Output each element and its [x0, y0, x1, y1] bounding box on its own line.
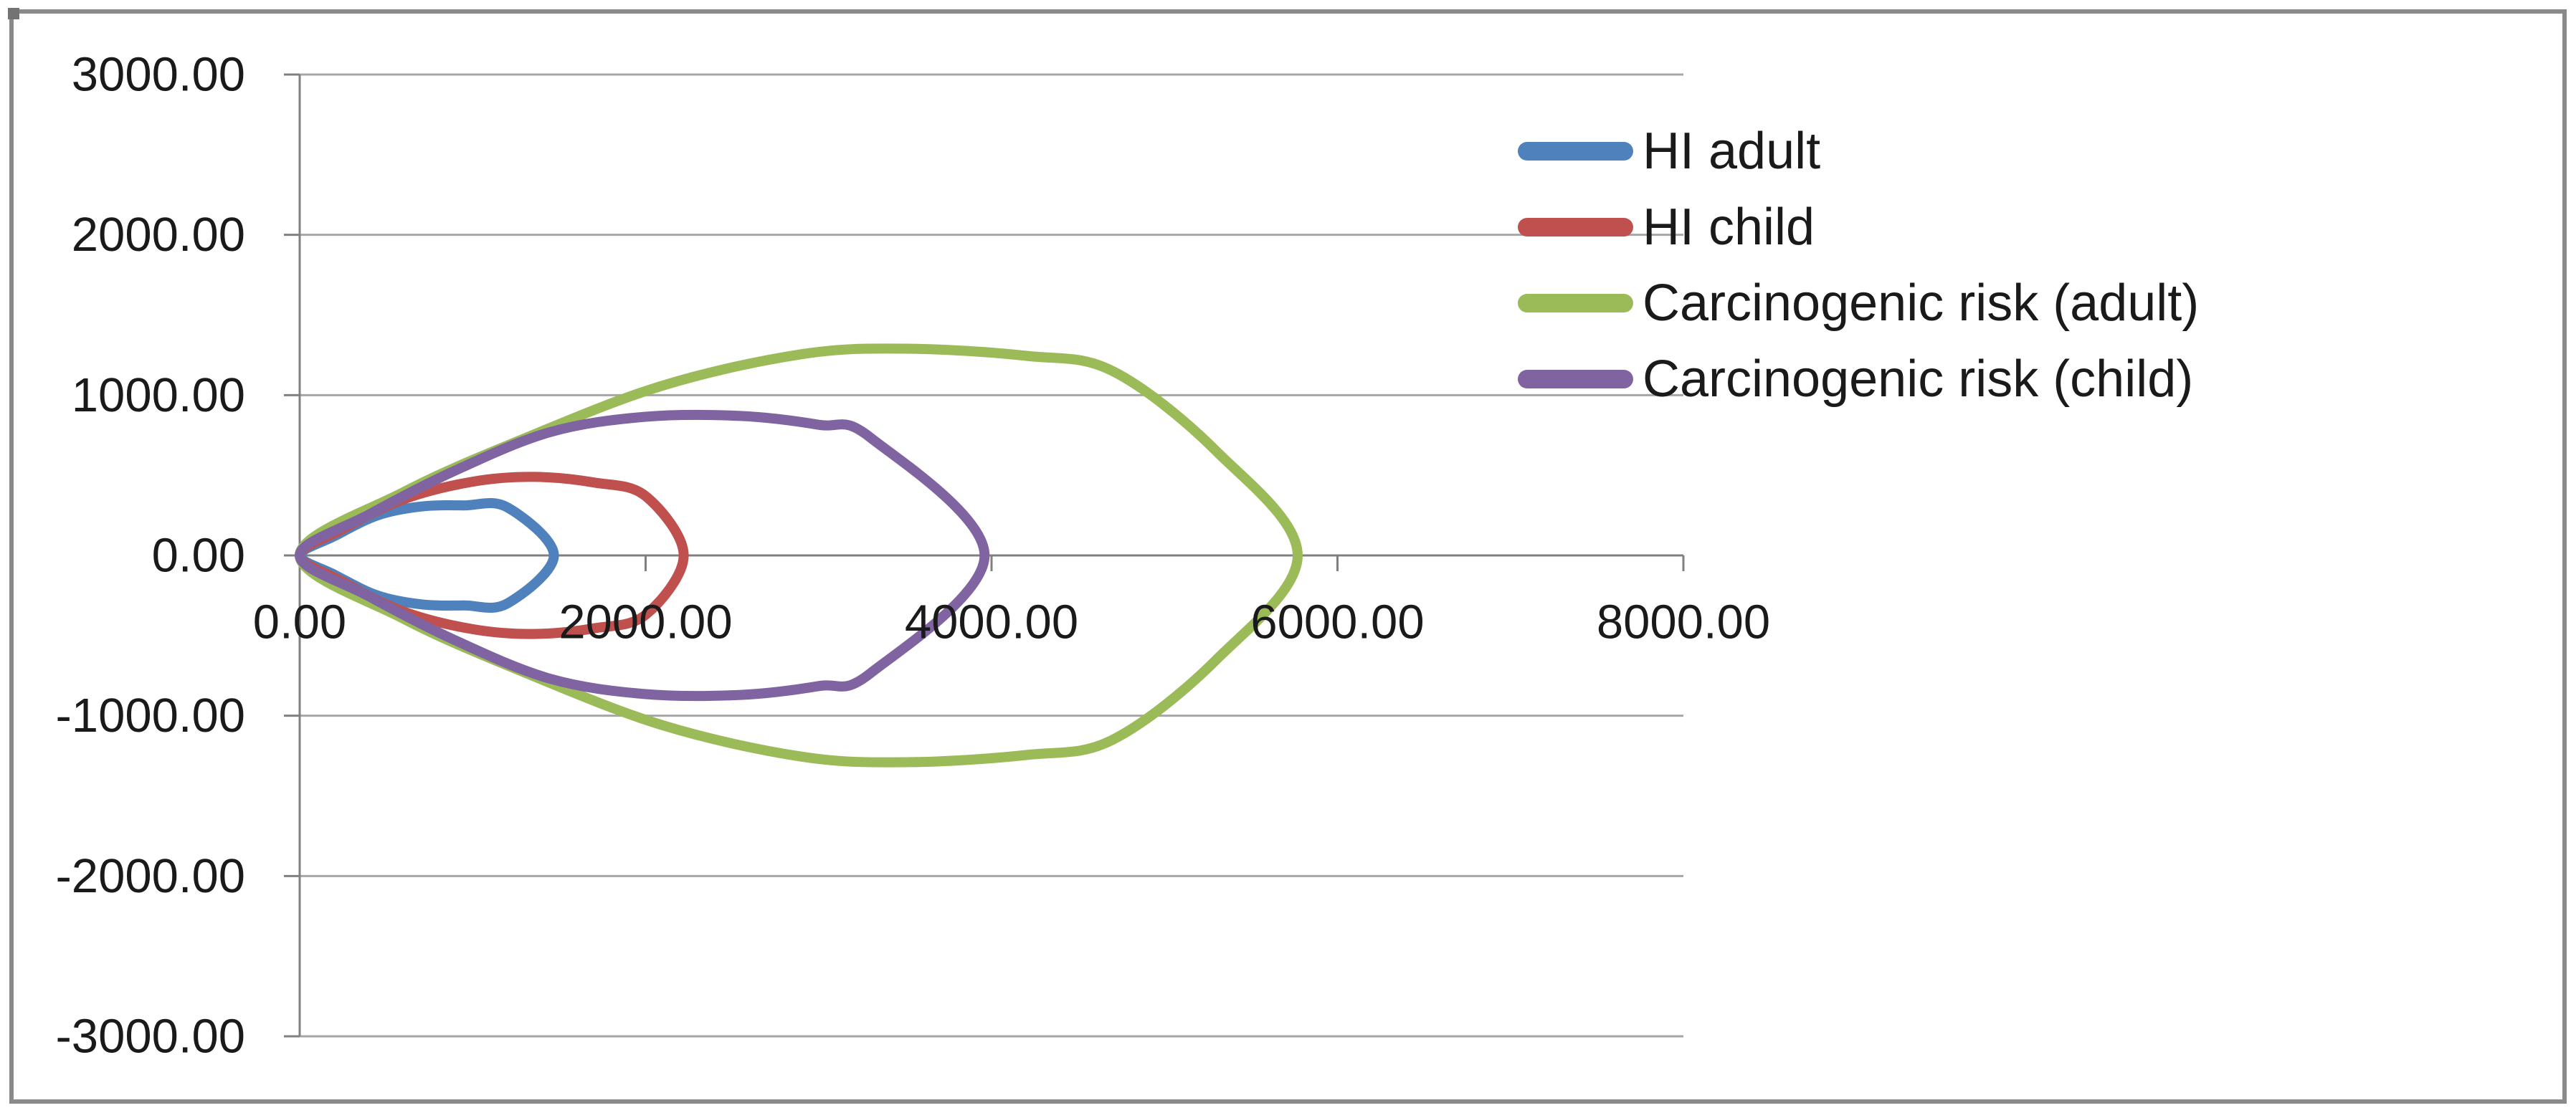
legend-label: Carcinogenic risk (child): [1643, 350, 2194, 408]
legend-swatch-line: [1518, 370, 1633, 388]
gridlines: [300, 73, 1683, 1038]
data-series: [295, 343, 1303, 768]
legend-item: Carcinogenic risk (adult): [1518, 265, 2199, 341]
legend-swatch-line: [1518, 218, 1633, 237]
x-axis-label: 0.00: [253, 596, 346, 649]
legend-label: HI adult: [1643, 123, 1821, 180]
legend-item: Carcinogenic risk (child): [1518, 341, 2199, 417]
y-axis-label: 1000.00: [72, 368, 245, 422]
legend: HI adult HI child Carcinogenic risk (adult…: [1518, 113, 2199, 417]
y-axis-label: 3000.00: [72, 48, 245, 102]
series-curve-carcinogenic-risk-adult-: [295, 343, 1303, 768]
y-axis-label: -3000.00: [56, 1010, 246, 1064]
series-curve-hi-child: [295, 472, 689, 639]
x-axis-label: 4000.00: [905, 596, 1078, 649]
corner-mark: [8, 8, 19, 19]
y-axis-label: 2000.00: [72, 208, 245, 262]
y-axis-label: -2000.00: [56, 849, 246, 903]
y-axis-label: -1000.00: [56, 689, 246, 742]
axis-tick-labels: 3000.002000.001000.000.00-1000.00-2000.0…: [56, 48, 1771, 1064]
x-axis-label: 6000.00: [1250, 596, 1424, 649]
legend-swatch-line: [1518, 142, 1633, 161]
series-curve-carcinogenic-risk-child-: [295, 409, 990, 702]
legend-swatch-line: [1518, 294, 1633, 312]
legend-item: HI adult: [1518, 113, 2199, 189]
y-axis-label: 0.00: [152, 529, 245, 583]
legend-item: HI child: [1518, 189, 2199, 265]
x-axis-label: 8000.00: [1597, 596, 1770, 649]
legend-label: HI child: [1643, 199, 1815, 256]
legend-label: Carcinogenic risk (adult): [1643, 274, 2200, 332]
x-axis-label: 2000.00: [559, 596, 732, 649]
